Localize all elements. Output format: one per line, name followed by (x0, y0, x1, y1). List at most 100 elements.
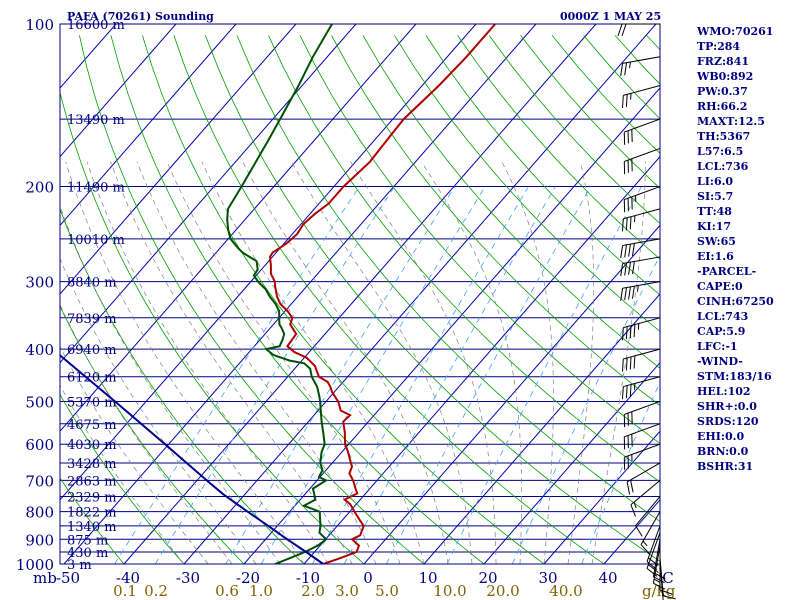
wind-barb-flag (648, 557, 659, 567)
mixing-ratio-tick-label: 0.1 (113, 582, 137, 600)
wind-barb-staff (640, 511, 661, 545)
temperature-tick-label: -50 (56, 569, 80, 587)
wind-barb-half-flag (633, 502, 637, 509)
pressure-label: 300 (25, 274, 54, 292)
moist-adiabat (60, 345, 209, 564)
pressure-label: 700 (25, 472, 54, 490)
dewpoint-profile (226, 24, 333, 564)
wind-barb-flag (628, 286, 631, 300)
index-line: LI:6.0 (697, 175, 734, 188)
wind-barb (622, 317, 661, 341)
moist-adiabat (110, 161, 353, 564)
wind-barb-staff (623, 317, 661, 329)
wind-barb (622, 208, 661, 232)
isotherm-line (543, 430, 660, 564)
index-line: CAPE:0 (697, 280, 743, 293)
dry-adiabat (60, 477, 125, 564)
wind-barb-flag (648, 564, 659, 573)
index-line: L57:6.5 (697, 145, 744, 158)
index-line: TH:5367 (697, 130, 751, 143)
chart-title: PAFA (70261) Sounding (67, 10, 214, 23)
moist-adiabat (591, 161, 646, 564)
pressure-label: 900 (25, 531, 54, 549)
wind-barb (622, 348, 661, 372)
temperature-tick-label: 30 (538, 569, 557, 587)
wind-barb-half-flag (629, 61, 631, 69)
temperature-tick-label: -30 (176, 569, 200, 587)
wind-barb-staff (623, 208, 661, 220)
moist-adiabat (567, 161, 595, 564)
wind-barb-flag (624, 287, 628, 301)
moist-adiabat (60, 257, 257, 564)
pressure-label: 600 (25, 436, 54, 454)
wind-barb-flag (621, 23, 627, 37)
height-label: 875 m (67, 533, 108, 548)
mixing-ratio-tick-label: 2.0 (301, 582, 325, 600)
moist-adiabat (60, 204, 281, 564)
wind-barb-flag (624, 262, 628, 276)
wind-barb (659, 563, 664, 600)
chart-frame (59, 23, 661, 565)
wind-barb-flag (617, 23, 623, 37)
moist-adiabat (136, 161, 377, 564)
moist-adiabat (291, 161, 473, 564)
pressure-label: 100 (25, 16, 54, 34)
height-label: 7839 m (67, 312, 117, 327)
wind-barb-flag (625, 357, 628, 371)
pressure-label: 500 (25, 393, 54, 411)
mixing-ratio-line (225, 186, 456, 564)
height-label: 4675 m (67, 418, 117, 433)
pressure-label: 800 (25, 504, 54, 522)
wind-barb-staff (622, 56, 661, 64)
x-unit-label: mb (33, 569, 57, 587)
dry-adiabat (60, 393, 185, 564)
wind-barb-staff (623, 348, 661, 360)
wind-barb-flag (653, 582, 665, 590)
mixing-ratio-line (260, 186, 486, 564)
isotherm-line (60, 24, 297, 295)
index-line: LCL:743 (697, 310, 749, 323)
mixing-ratio-tick-label: 3.0 (335, 582, 359, 600)
index-line: HEL:102 (697, 385, 751, 398)
wind-barb-staff (646, 532, 661, 569)
wind-barb-flag (653, 576, 665, 584)
moist-adiabat (350, 161, 497, 564)
index-line: WB0:892 (697, 70, 754, 83)
wind-barb-staff (624, 147, 661, 162)
wind-barb-flag (628, 262, 631, 275)
temperature-tick-label: 10 (418, 569, 437, 587)
height-label: 6120 m (67, 371, 117, 386)
mixing-ratio-line (446, 186, 642, 564)
wind-barb-staff (630, 479, 661, 506)
isotherm-line (60, 24, 237, 227)
mixing-ratio-tick-label: 10.0 (433, 582, 466, 600)
index-line: RH:66.2 (697, 100, 748, 113)
wind-barb (623, 147, 661, 175)
index-line: -PARCEL- (697, 265, 757, 278)
dry-adiabat (173, 35, 605, 564)
wind-barb-staff (652, 539, 661, 577)
moist-adiabat (166, 161, 401, 564)
wind-barb (623, 118, 661, 145)
wind-barb-flag (659, 589, 673, 595)
moist-adiabat (60, 384, 185, 564)
wind-barb (623, 423, 661, 450)
wind-barb-flag (626, 481, 631, 495)
mixing-ratio-tick-label: 20.0 (486, 582, 519, 600)
dry-adiabat (79, 35, 425, 564)
mixing-ratio-line (511, 254, 660, 564)
dry-adiabat (60, 305, 245, 564)
dry-adiabat (394, 35, 660, 332)
moist-adiabat (65, 161, 305, 564)
index-line: EHI:0.0 (697, 430, 745, 443)
wind-barb-flag (632, 261, 635, 275)
wind-barb (635, 496, 661, 537)
dry-adiabat (331, 35, 660, 407)
dry-adiabat (236, 35, 660, 522)
isotherm-line (363, 224, 660, 564)
height-label: 6940 m (67, 343, 117, 358)
wind-barb-flag (646, 561, 658, 570)
height-label: 5370 m (67, 395, 117, 410)
sounding-time: 0000Z 1 MAY 25 (560, 10, 661, 23)
